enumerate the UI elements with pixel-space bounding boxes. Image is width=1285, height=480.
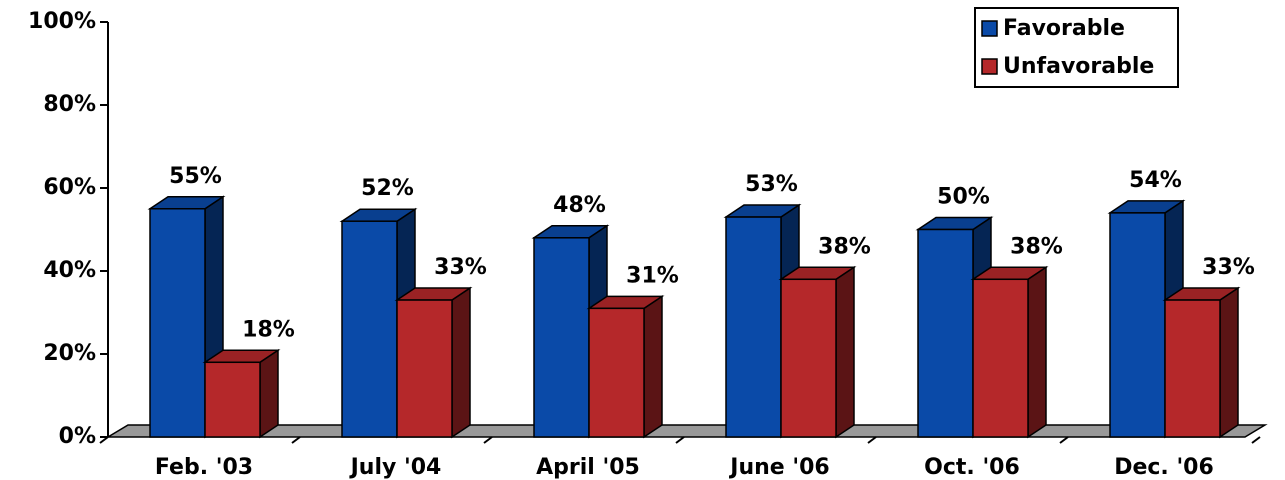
x-tick: [675, 436, 685, 444]
x-tick: [1251, 436, 1261, 444]
bar: [588, 307, 645, 438]
bar: [1164, 299, 1221, 438]
bar: [972, 278, 1029, 438]
value-label: 48%: [553, 193, 606, 218]
bar: [725, 216, 782, 438]
bar: [396, 299, 453, 438]
bar: [917, 228, 974, 438]
x-tick-label: Dec. '06: [1114, 455, 1214, 480]
value-label: 38%: [1010, 234, 1063, 259]
x-tick-label: June '06: [728, 455, 829, 480]
x-tick: [291, 436, 301, 444]
floor: [105, 424, 1268, 438]
x-tick-label: Feb. '03: [155, 455, 253, 480]
x-tick: [1059, 436, 1069, 444]
value-label: 53%: [745, 172, 798, 197]
value-label: 52%: [361, 176, 414, 201]
bar: [1109, 212, 1166, 438]
value-label: 18%: [242, 317, 295, 342]
value-label: 50%: [937, 185, 990, 210]
value-label: 33%: [1202, 255, 1255, 280]
y-tick-label: 40%: [43, 258, 96, 283]
y-tick-label: 20%: [43, 341, 96, 366]
x-tick-label: April '05: [536, 455, 640, 480]
value-label: 33%: [434, 255, 487, 280]
legend-swatch: [981, 20, 998, 37]
y-tick-label: 80%: [43, 92, 96, 117]
bar-side: [1027, 265, 1047, 439]
legend-label: Favorable: [1003, 16, 1125, 41]
value-label: 55%: [169, 164, 222, 189]
y-tick-label: 60%: [43, 175, 96, 200]
bar: [341, 220, 398, 438]
bar-side: [1219, 286, 1239, 439]
bar: [533, 237, 590, 438]
y-tick-label: 100%: [28, 9, 96, 34]
bar-side: [643, 294, 663, 439]
bar: [149, 208, 206, 438]
legend-label: Unfavorable: [1003, 54, 1154, 79]
legend-swatch: [981, 58, 998, 75]
bar-side: [259, 348, 279, 439]
bar-side: [451, 286, 471, 439]
value-label: 54%: [1129, 168, 1182, 193]
x-tick-label: July '04: [349, 455, 442, 480]
legend-box: [974, 7, 1179, 88]
x-tick: [867, 436, 877, 444]
value-label: 31%: [626, 263, 679, 288]
value-label: 38%: [818, 234, 871, 259]
x-tick: [483, 436, 493, 444]
y-tick-label: 0%: [59, 424, 96, 449]
x-tick: [99, 436, 109, 444]
bar-side: [835, 265, 855, 439]
bar: [204, 361, 261, 438]
x-tick-label: Oct. '06: [924, 455, 1020, 480]
bar: [780, 278, 837, 438]
